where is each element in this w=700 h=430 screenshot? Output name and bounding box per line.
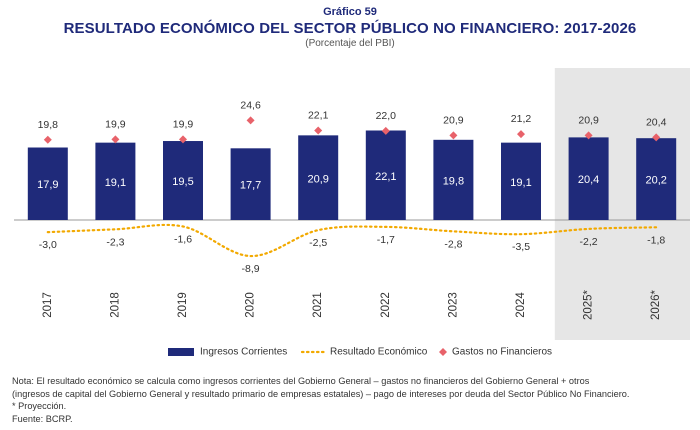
diamond-label-2026*: 20,4	[646, 116, 667, 128]
category-label-2019: 2019	[177, 292, 189, 318]
resultado-label-2017: -3,0	[39, 239, 57, 251]
category-label-2022: 2022	[380, 292, 392, 318]
category-label-2018: 2018	[109, 292, 121, 318]
legend-label-resultado: Resultado Económico	[330, 347, 428, 358]
bar-label-2017: 17,9	[37, 179, 58, 191]
category-label-2021: 2021	[312, 292, 324, 318]
title-block: Gráfico 59 RESULTADO ECONÓMICO DEL SECTO…	[0, 6, 700, 49]
bar-ingresos-2023	[433, 139, 474, 220]
diamond-gastos-2021	[314, 126, 323, 135]
bar-label-2026*: 20,2	[645, 175, 666, 187]
legend-swatch-ingresos	[168, 348, 194, 356]
chart-svg: 17,9 19,8 -3,0 2017 19,1 19,9 -2,3 2018 19,5 19,9…	[14, 68, 690, 358]
diamond-gastos-2017	[43, 135, 52, 144]
diamond-label-2023: 20,9	[443, 114, 464, 126]
bar-ingresos-2026*	[636, 138, 677, 220]
resultado-label-2024: -3,5	[512, 241, 530, 253]
resultado-label-2018: -2,3	[106, 236, 124, 248]
diamond-label-2021: 22,1	[308, 109, 329, 121]
diamond-label-2017: 19,8	[38, 119, 59, 131]
diamond-label-2025*: 20,9	[578, 114, 599, 126]
diamond-gastos-2023	[449, 131, 458, 140]
diamond-gastos-2019	[179, 135, 187, 144]
resultado-label-2026*: -1,8	[647, 234, 665, 246]
category-label-2023: 2023	[447, 292, 459, 318]
bar-ingresos-2021	[298, 135, 339, 220]
bar-label-2020: 17,7	[240, 179, 261, 191]
note-line-1: Nota: El resultado económico se calcula …	[12, 376, 590, 386]
bar-ingresos-2017	[27, 147, 68, 220]
category-label-2025*: 2025*	[583, 289, 595, 320]
resultado-label-2020: -8,9	[242, 263, 260, 275]
category-label-2017: 2017	[42, 292, 54, 318]
diamond-gastos-2024	[517, 130, 525, 139]
bar-label-2018: 19,1	[105, 177, 126, 189]
resultado-label-2019: -1,6	[174, 233, 192, 245]
category-label-2020: 2020	[245, 292, 257, 318]
bar-label-2025*: 20,4	[578, 174, 599, 186]
diamond-label-2024: 21,2	[511, 113, 532, 125]
legend-label-ingresos: Ingresos Corrientes	[200, 347, 287, 358]
diamond-gastos-2018	[111, 135, 120, 144]
diamond-label-2018: 19,9	[105, 118, 126, 130]
diamond-label-2022: 22,0	[376, 110, 397, 122]
bar-label-2022: 22,1	[375, 171, 396, 183]
bar-label-2023: 19,8	[443, 175, 464, 187]
notes-block: Nota: El resultado económico se calcula …	[12, 375, 692, 425]
chart-subtitle: (Porcentaje del PBI)	[305, 38, 395, 49]
diamond-label-2019: 19,9	[173, 118, 194, 130]
diamond-label-2020: 24,6	[240, 99, 261, 111]
diamond-gastos-2025*	[584, 131, 593, 140]
resultado-label-2021: -2,5	[309, 237, 327, 249]
bar-ingresos-2020	[230, 148, 271, 220]
resultado-economico-line	[46, 223, 658, 258]
bar-label-2024: 19,1	[510, 177, 531, 189]
bar-ingresos-2018	[95, 142, 136, 220]
figure-label: Gráfico 59	[323, 6, 377, 18]
note-projection: * Proyección.	[12, 401, 67, 411]
bar-label-2019: 19,5	[172, 176, 193, 188]
bar-ingresos-2025*	[568, 137, 609, 220]
bar-label-2021: 20,9	[307, 173, 328, 185]
diamond-gastos-2020	[246, 116, 255, 125]
bar-ingresos-2024	[501, 142, 541, 220]
diamond-gastos-2026*	[652, 133, 661, 142]
resultado-label-2025*: -2,2	[580, 236, 598, 248]
note-source: Fuente: BCRP.	[12, 413, 73, 424]
resultado-label-2022: -1,7	[377, 234, 395, 246]
bar-ingresos-2022	[365, 130, 406, 220]
category-label-2026*: 2026*	[650, 289, 662, 320]
category-label-2024: 2024	[515, 292, 527, 318]
chart-title: RESULTADO ECONÓMICO DEL SECTOR PÚBLICO N…	[63, 20, 637, 37]
bar-ingresos-2019	[163, 141, 203, 220]
note-line-2: (ingresos de capital del Gobierno Genera…	[12, 388, 630, 399]
diamond-gastos-2022	[381, 126, 390, 135]
resultado-label-2023: -2,8	[444, 238, 462, 250]
legend-label-gastos: Gastos no Financieros	[452, 347, 552, 358]
legend-swatch-gastos	[439, 348, 447, 356]
